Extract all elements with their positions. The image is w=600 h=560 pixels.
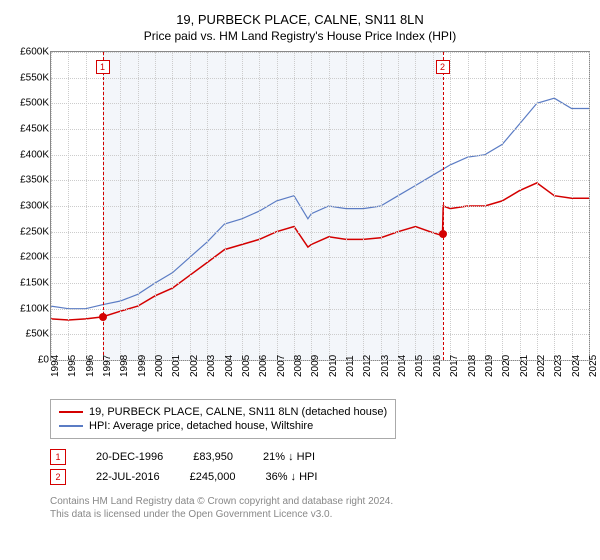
y-axis-label: £50K bbox=[11, 329, 49, 340]
legend-label: HPI: Average price, detached house, Wilt… bbox=[89, 420, 313, 432]
y-axis-label: £0 bbox=[11, 355, 49, 366]
y-axis-label: £500K bbox=[11, 98, 49, 109]
x-axis-label: 2025 bbox=[588, 355, 600, 377]
event-date: 20-DEC-1996 bbox=[96, 451, 163, 463]
y-axis-label: £300K bbox=[11, 201, 49, 212]
event-dot bbox=[99, 313, 107, 321]
event-marker: 1 bbox=[96, 60, 110, 74]
event-marker: 2 bbox=[436, 60, 450, 74]
chart-subtitle: Price paid vs. HM Land Registry's House … bbox=[10, 29, 590, 43]
y-axis-label: £250K bbox=[11, 226, 49, 237]
event-delta: 36% ↓ HPI bbox=[265, 471, 317, 483]
legend-swatch bbox=[59, 425, 83, 427]
legend-label: 19, PURBECK PLACE, CALNE, SN11 8LN (deta… bbox=[89, 406, 387, 418]
event-delta: 21% ↓ HPI bbox=[263, 451, 315, 463]
event-date: 22-JUL-2016 bbox=[96, 471, 160, 483]
event-marker-icon: 1 bbox=[50, 449, 66, 465]
y-axis-label: £600K bbox=[11, 47, 49, 58]
y-axis-label: £100K bbox=[11, 303, 49, 314]
event-price: £83,950 bbox=[193, 451, 233, 463]
y-axis-label: £200K bbox=[11, 252, 49, 263]
legend-item: HPI: Average price, detached house, Wilt… bbox=[59, 420, 387, 432]
y-axis-label: £350K bbox=[11, 175, 49, 186]
footer: Contains HM Land Registry data © Crown c… bbox=[50, 495, 590, 521]
events-table: 1 20-DEC-1996 £83,950 21% ↓ HPI 2 22-JUL… bbox=[50, 449, 590, 485]
legend-item: 19, PURBECK PLACE, CALNE, SN11 8LN (deta… bbox=[59, 406, 387, 418]
legend: 19, PURBECK PLACE, CALNE, SN11 8LN (deta… bbox=[50, 399, 396, 439]
series-line bbox=[51, 183, 589, 320]
footer-line: This data is licensed under the Open Gov… bbox=[50, 508, 590, 521]
chart-title: 19, PURBECK PLACE, CALNE, SN11 8LN bbox=[10, 12, 590, 27]
event-marker-icon: 2 bbox=[50, 469, 66, 485]
footer-line: Contains HM Land Registry data © Crown c… bbox=[50, 495, 590, 508]
event-row: 2 22-JUL-2016 £245,000 36% ↓ HPI bbox=[50, 469, 590, 485]
legend-swatch bbox=[59, 411, 83, 413]
chart-container: £0£50K£100K£150K£200K£250K£300K£350K£400… bbox=[50, 51, 590, 391]
y-axis-label: £150K bbox=[11, 278, 49, 289]
y-axis-label: £400K bbox=[11, 149, 49, 160]
y-axis-label: £450K bbox=[11, 124, 49, 135]
y-axis-label: £550K bbox=[11, 72, 49, 83]
event-price: £245,000 bbox=[190, 471, 236, 483]
event-row: 1 20-DEC-1996 £83,950 21% ↓ HPI bbox=[50, 449, 590, 465]
plot-area: £0£50K£100K£150K£200K£250K£300K£350K£400… bbox=[50, 51, 590, 361]
event-dot bbox=[439, 230, 447, 238]
